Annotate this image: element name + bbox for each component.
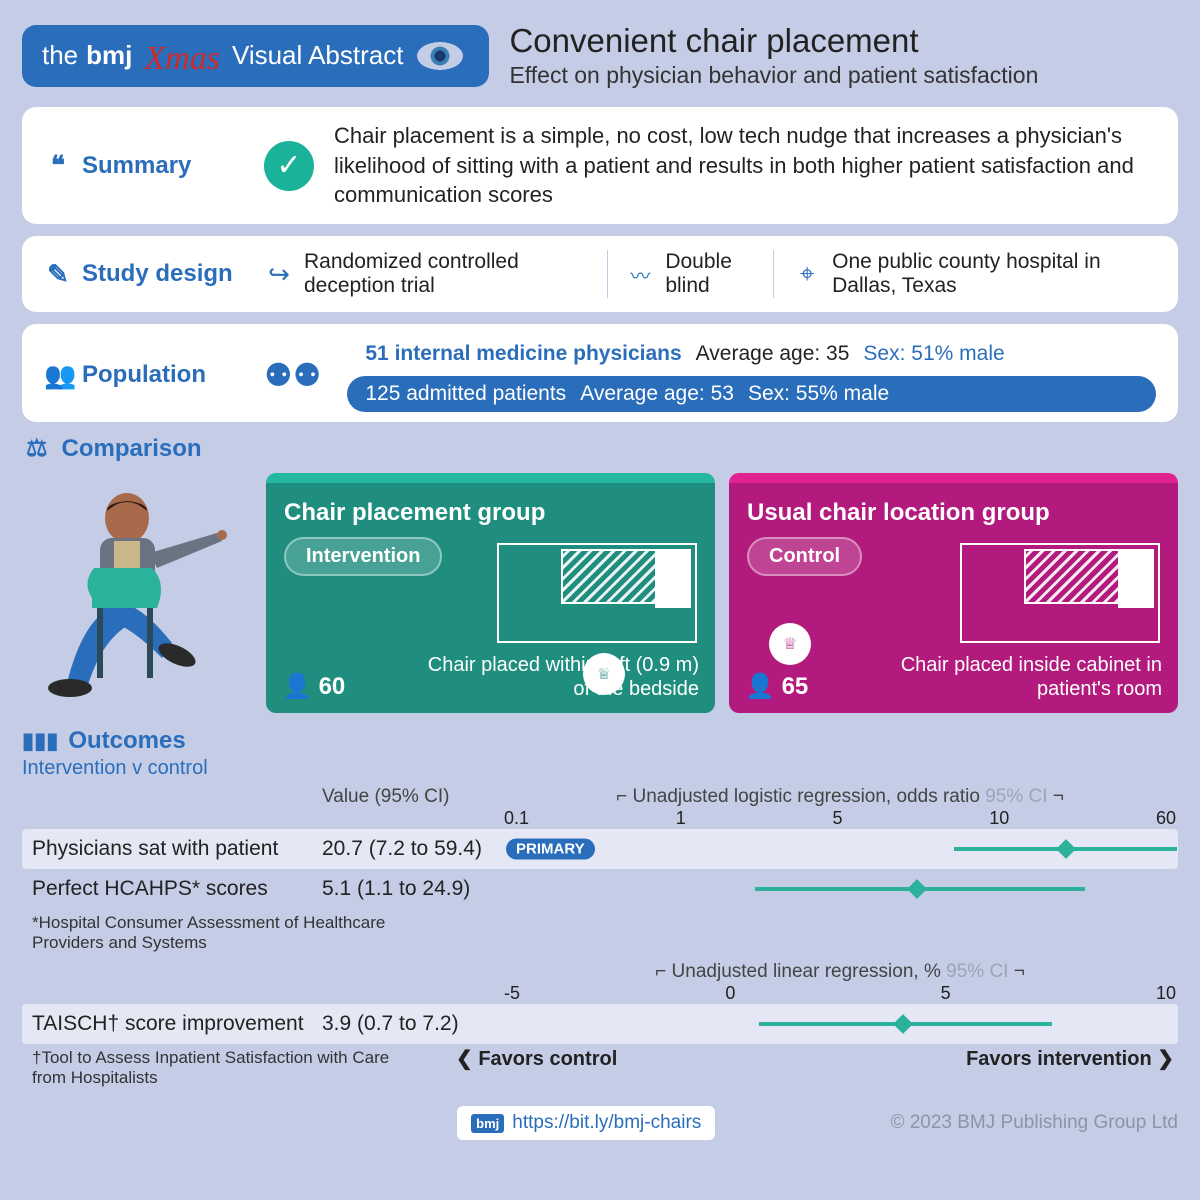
intervention-desc: Chair placed within 3 ft (0.9 m) of the … [419, 653, 699, 701]
summary-card: ❝Summary ✓ Chair placement is a simple, … [22, 107, 1178, 224]
physician-illustration [22, 473, 252, 713]
intervention-title: Chair placement group [284, 499, 697, 527]
quote-icon: ❝ [44, 150, 72, 181]
header: thebmj Xmas Visual Abstract Convenient c… [22, 22, 1178, 89]
patients-n: 125 admitted patients [365, 382, 566, 406]
population-card: 👥Population ⚉⚉ 51 internal medicine phys… [22, 324, 1178, 422]
url-badge[interactable]: bmj https://bit.ly/bmj-chairs [457, 1106, 715, 1140]
control-tag: Control [747, 537, 862, 576]
bmj-square-icon: bmj [471, 1114, 504, 1133]
scales-icon: ⚖ [26, 434, 48, 463]
url-text: https://bit.ly/bmj-chairs [512, 1112, 701, 1134]
footnote-taisch: †Tool to Assess Inpatient Satisfaction w… [32, 1048, 412, 1088]
footer: bmj https://bit.ly/bmj-chairs © 2023 BMJ… [22, 1106, 1178, 1140]
outcome-row: Perfect HCAHPS* scores5.1 (1.1 to 24.9) [22, 869, 1178, 909]
patients-sex: Sex: 55% male [748, 382, 889, 406]
design-label: ✎Study design [44, 259, 244, 290]
blind-icon: 〰 [625, 260, 655, 289]
outcomes-section: ▮▮▮Outcomes Intervention v control Value… [22, 727, 1178, 1096]
page-title: Convenient chair placement [509, 22, 1038, 60]
physicians-sex: Sex: 51% male [863, 342, 1004, 366]
outcomes-sub: Intervention v control [22, 757, 208, 780]
intervention-n: 👤 60 [282, 672, 345, 701]
location-icon: ⌖ [792, 258, 822, 290]
design-items: ↪Randomized controlled deception trial 〰… [264, 250, 1156, 298]
physicians-n: 51 internal medicine physicians [365, 342, 681, 366]
bars-icon: ▮▮▮ [22, 728, 58, 754]
footnote: *Hospital Consumer Assessment of Healthc… [32, 913, 412, 953]
people-icon: 👥 [44, 360, 72, 391]
check-icon: ✓ [264, 141, 314, 191]
intervention-card: Chair placement group Intervention ♕ 👤 6… [266, 473, 715, 713]
physicians-icon: ⚉⚉ [264, 356, 321, 394]
room-diagram [960, 543, 1160, 643]
population-label: 👥Population [44, 360, 244, 391]
pencil-icon: ✎ [44, 259, 72, 290]
physicians-age: Average age: 35 [696, 342, 850, 366]
outcome-row: TAISCH† score improvement3.9 (0.7 to 7.2… [22, 1004, 1178, 1044]
primary-badge: PRIMARY [506, 839, 595, 860]
copyright: © 2023 BMJ Publishing Group Ltd [890, 1112, 1178, 1134]
xmas-text: Xmas [144, 40, 220, 78]
control-desc: Chair placed inside cabinet in patient's… [882, 653, 1162, 701]
comparison-row: Chair placement group Intervention ♕ 👤 6… [22, 473, 1178, 713]
brand-suffix: Visual Abstract [232, 40, 404, 71]
room-diagram [497, 543, 697, 643]
patients-age: Average age: 53 [580, 382, 734, 406]
comparison-label: ⚖Comparison [26, 434, 1178, 463]
page-subtitle: Effect on physician behavior and patient… [509, 62, 1038, 89]
control-title: Usual chair location group [747, 499, 1160, 527]
control-n: 👤 65 [745, 672, 808, 701]
outcome-row: Physicians sat with patient20.7 (7.2 to … [22, 829, 1178, 869]
favors-intervention: Favors intervention ❯ [966, 1046, 1174, 1071]
favors-control: ❮ Favors control [456, 1046, 617, 1071]
title-block: Convenient chair placement Effect on phy… [509, 22, 1038, 89]
summary-label: ❝Summary [44, 150, 244, 181]
brand-pre: the [42, 40, 78, 71]
control-card: Usual chair location group Control ♕ 👤 6… [729, 473, 1178, 713]
intervention-tag: Intervention [284, 537, 442, 576]
eye-icon [417, 42, 463, 70]
design-card: ✎Study design ↪Randomized controlled dec… [22, 236, 1178, 312]
branch-icon: ↪ [264, 259, 294, 290]
summary-text: Chair placement is a simple, no cost, lo… [334, 121, 1156, 210]
bmj-badge: thebmj Xmas Visual Abstract [22, 25, 489, 87]
brand-bold: bmj [86, 40, 132, 71]
population-rows: 51 internal medicine physicians Average … [347, 338, 1156, 412]
